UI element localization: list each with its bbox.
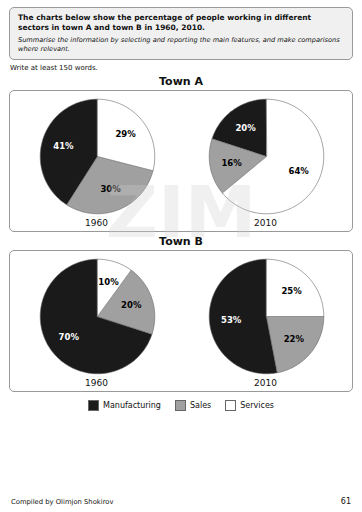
- svg-text:20%: 20%: [235, 122, 256, 132]
- svg-text:22%: 22%: [283, 334, 304, 344]
- svg-text:20%: 20%: [121, 300, 142, 310]
- svg-text:25%: 25%: [281, 286, 302, 296]
- svg-text:70%: 70%: [58, 332, 79, 342]
- svg-text:29%: 29%: [115, 129, 136, 139]
- svg-text:30%: 30%: [100, 184, 121, 194]
- svg-text:53%: 53%: [220, 315, 241, 325]
- svg-text:10%: 10%: [98, 277, 119, 287]
- svg-text:41%: 41%: [53, 141, 74, 151]
- svg-text:64%: 64%: [288, 166, 309, 176]
- svg-text:16%: 16%: [221, 158, 242, 168]
